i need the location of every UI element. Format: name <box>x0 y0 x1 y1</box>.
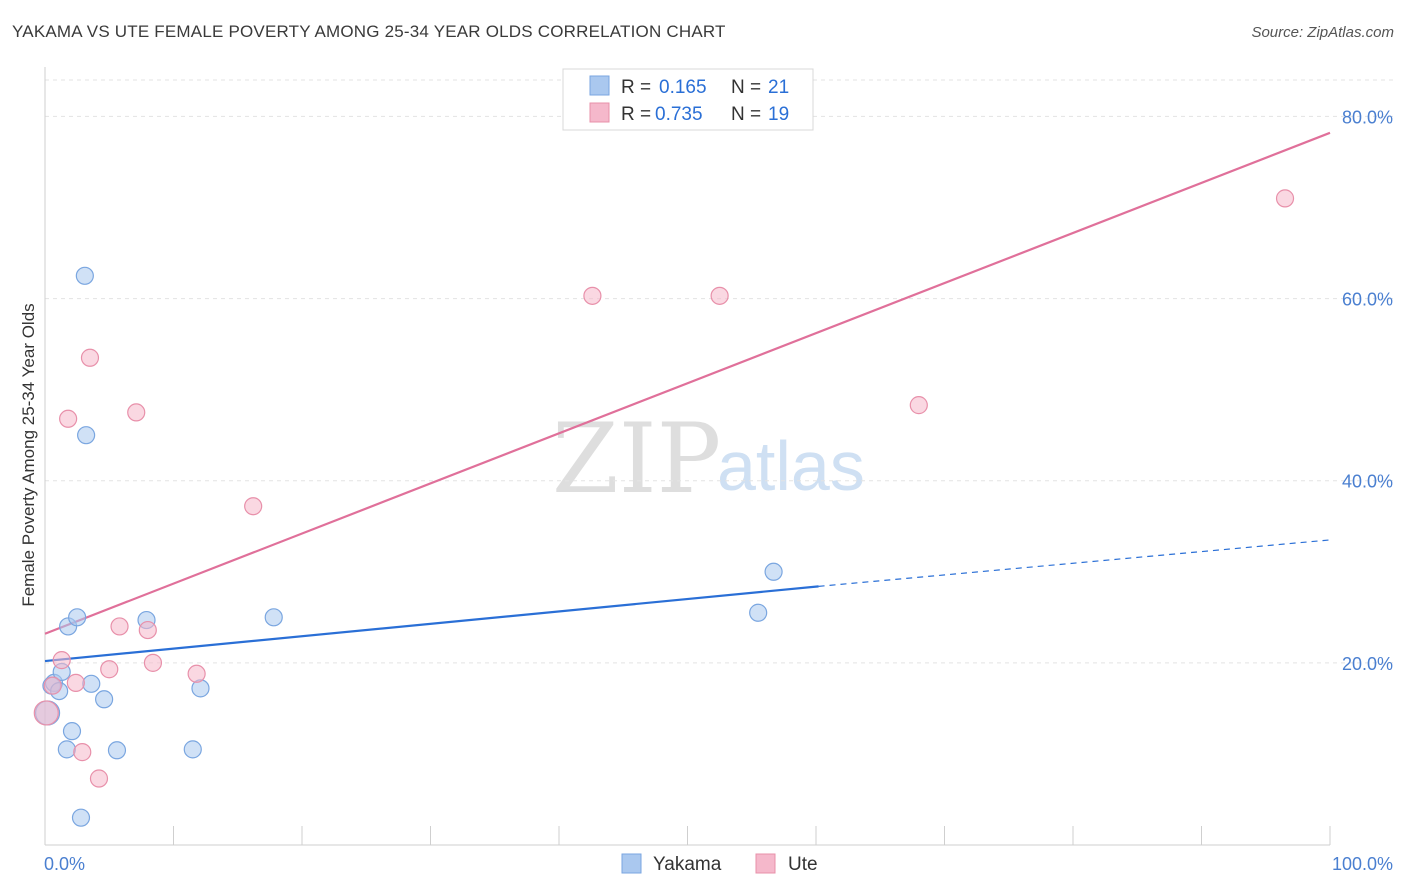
legend-swatch-ute <box>589 102 610 123</box>
y-axis-label: Female Poverty Among 25-34 Year Olds <box>19 303 38 606</box>
bottom-legend-label-ute: Ute <box>788 854 818 875</box>
tick-labels: 20.0% 40.0% 60.0% 80.0% 0.0% 100.0% <box>44 107 1393 874</box>
point-ute <box>143 653 163 672</box>
y-tick-label: 60.0% <box>1342 290 1393 310</box>
point-yakama <box>107 741 127 760</box>
watermark-atlas: atlas <box>717 427 865 505</box>
bottom-legend-label-yakama: Yakama <box>653 854 722 875</box>
point-ute <box>43 676 62 695</box>
legend-r-value-yakama: 0.165 <box>659 77 707 98</box>
point-yakama <box>95 690 114 709</box>
point-yakama <box>749 603 768 622</box>
bottom-legend-swatch-yakama <box>621 853 642 874</box>
chart-title: YAKAMA VS UTE FEMALE POVERTY AMONG 25-34… <box>12 22 726 41</box>
point-yakama <box>764 562 783 581</box>
x-tick-label: 0.0% <box>44 854 85 874</box>
point-yakama <box>68 608 87 627</box>
data-points <box>33 189 1295 827</box>
point-yakama <box>77 426 96 445</box>
legend-n-label-ute: N = <box>731 104 761 125</box>
trend-lines <box>44 131 1331 663</box>
bottom-legend: Yakama Ute <box>621 853 818 875</box>
trendline-extension-yakama <box>818 539 1331 587</box>
point-ute <box>1275 189 1295 208</box>
source-credit: Source: ZipAtlas.com <box>1251 24 1394 41</box>
point-yakama <box>75 266 94 285</box>
legend-n-value-yakama: 21 <box>768 77 789 98</box>
x-tick-label: 100.0% <box>1332 854 1393 874</box>
point-yakama <box>82 674 101 693</box>
axes <box>44 67 1331 846</box>
legend-r-label-ute: R = <box>621 104 651 125</box>
trendline-ute <box>44 131 1331 635</box>
point-ute <box>909 396 928 415</box>
y-tick-label: 80.0% <box>1342 107 1393 127</box>
legend-n-label-yakama: N = <box>731 77 761 98</box>
trendline-yakama <box>44 585 819 663</box>
point-ute <box>52 651 71 670</box>
legend-r-label-yakama: R = <box>621 77 651 98</box>
point-ute <box>73 743 92 762</box>
point-ute <box>33 700 59 726</box>
point-ute <box>80 348 100 367</box>
point-ute <box>710 286 729 305</box>
legend-swatch-yakama <box>589 75 610 96</box>
point-ute <box>100 660 119 679</box>
point-ute <box>66 673 85 692</box>
point-ute <box>59 409 78 428</box>
point-ute <box>127 403 146 422</box>
y-tick-label: 20.0% <box>1342 654 1393 674</box>
point-yakama <box>71 808 91 827</box>
point-ute <box>244 497 263 516</box>
point-yakama <box>183 740 202 759</box>
point-ute <box>187 664 206 683</box>
point-yakama <box>62 722 82 741</box>
watermark-zip: ZIP <box>552 403 721 515</box>
legend-box: R = 0.165 N = 21 R = 0.735 N = 19 <box>562 68 814 131</box>
point-ute <box>583 286 602 305</box>
point-ute <box>110 617 129 636</box>
y-tick-label: 40.0% <box>1342 472 1393 492</box>
point-yakama <box>264 608 283 627</box>
point-ute <box>89 769 109 788</box>
point-ute <box>138 620 157 640</box>
legend-r-value-ute: 0.735 <box>655 104 703 125</box>
legend-n-value-ute: 19 <box>768 104 789 125</box>
point-yakama <box>57 740 76 759</box>
bottom-legend-swatch-ute <box>755 853 776 874</box>
